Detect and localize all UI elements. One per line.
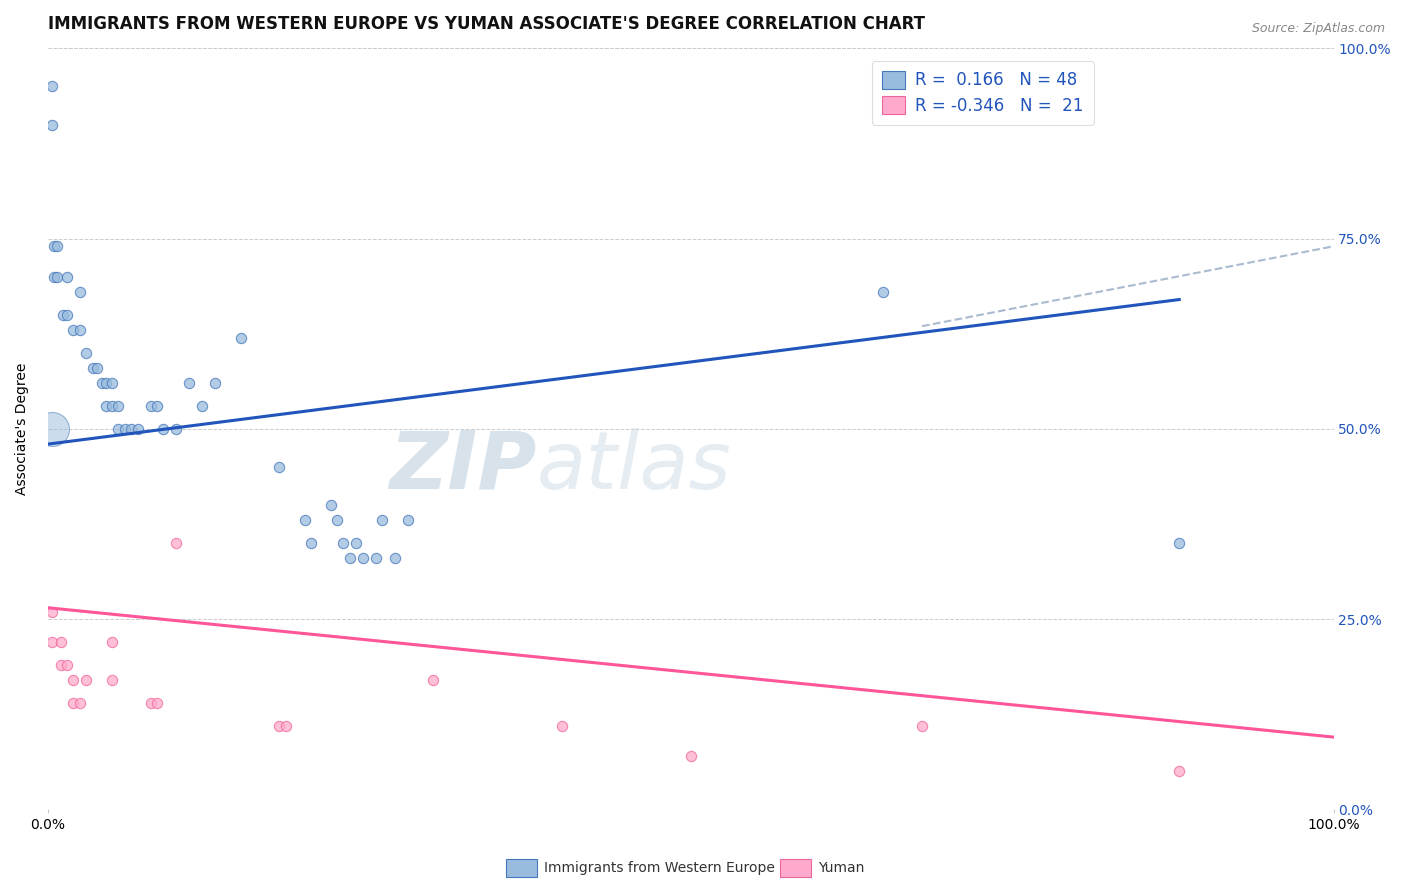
Text: Yuman: Yuman	[818, 861, 865, 875]
Point	[152, 422, 174, 436]
Point	[75, 673, 97, 687]
Point	[56, 657, 79, 672]
Point	[94, 376, 117, 391]
Point	[396, 513, 419, 527]
Point	[274, 719, 297, 733]
Point	[352, 551, 374, 566]
Point	[49, 635, 72, 649]
Point	[44, 239, 66, 253]
Point	[294, 513, 316, 527]
Point	[120, 422, 142, 436]
Point	[229, 330, 252, 344]
Point	[86, 361, 108, 376]
Point	[269, 719, 291, 733]
Point	[69, 696, 91, 710]
Point	[62, 696, 84, 710]
Point	[52, 308, 75, 322]
Point	[179, 376, 201, 391]
Point	[371, 513, 394, 527]
Point	[94, 399, 117, 413]
Point	[114, 422, 136, 436]
Y-axis label: Associate's Degree: Associate's Degree	[15, 363, 30, 495]
Point	[45, 239, 67, 253]
Point	[101, 673, 124, 687]
Point	[269, 459, 291, 474]
Point	[911, 719, 934, 733]
Point	[139, 696, 162, 710]
Point	[319, 498, 342, 512]
Point	[384, 551, 406, 566]
Point	[107, 422, 129, 436]
Point	[41, 118, 63, 132]
Point	[364, 551, 387, 566]
Point	[339, 551, 361, 566]
Point	[101, 376, 124, 391]
Point	[422, 673, 444, 687]
Point	[101, 399, 124, 413]
Point	[101, 635, 124, 649]
Point	[107, 399, 129, 413]
Point	[56, 269, 79, 284]
Point	[326, 513, 349, 527]
Point	[191, 399, 214, 413]
Point	[679, 749, 702, 764]
Point	[146, 696, 169, 710]
Point	[127, 422, 149, 436]
Point	[165, 422, 187, 436]
Point	[41, 422, 63, 436]
Point	[56, 308, 79, 322]
Point	[299, 536, 322, 550]
Text: IMMIGRANTS FROM WESTERN EUROPE VS YUMAN ASSOCIATE'S DEGREE CORRELATION CHART: IMMIGRANTS FROM WESTERN EUROPE VS YUMAN …	[48, 15, 925, 33]
Point	[62, 673, 84, 687]
Point	[69, 285, 91, 299]
Point	[165, 536, 187, 550]
Point	[204, 376, 226, 391]
Point	[90, 376, 112, 391]
Text: Source: ZipAtlas.com: Source: ZipAtlas.com	[1251, 22, 1385, 36]
Legend: R =  0.166   N = 48, R = -0.346   N =  21: R = 0.166 N = 48, R = -0.346 N = 21	[872, 61, 1094, 125]
Point	[146, 399, 169, 413]
Text: atlas: atlas	[536, 428, 731, 506]
Point	[872, 285, 894, 299]
Point	[62, 323, 84, 337]
Point	[139, 399, 162, 413]
Point	[41, 635, 63, 649]
Point	[82, 361, 104, 376]
Point	[41, 79, 63, 94]
Text: ZIP: ZIP	[389, 428, 536, 506]
Point	[49, 657, 72, 672]
Point	[1168, 536, 1191, 550]
Point	[1168, 764, 1191, 779]
Point	[551, 719, 574, 733]
Text: Immigrants from Western Europe: Immigrants from Western Europe	[544, 861, 775, 875]
Point	[344, 536, 367, 550]
Point	[45, 269, 67, 284]
Point	[41, 605, 63, 619]
Point	[75, 346, 97, 360]
Point	[44, 269, 66, 284]
Point	[69, 323, 91, 337]
Point	[332, 536, 354, 550]
